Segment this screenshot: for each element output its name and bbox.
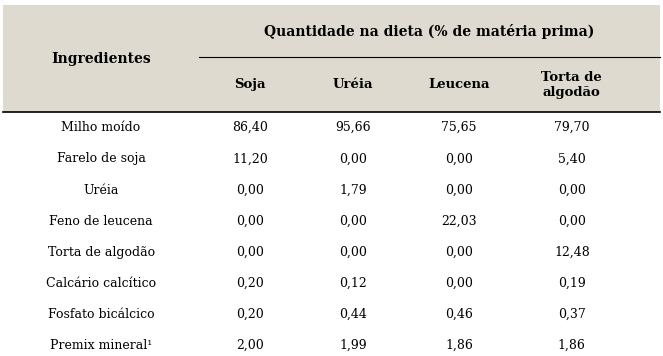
Text: 0,00: 0,00	[445, 246, 473, 259]
Text: 1,86: 1,86	[445, 339, 473, 352]
Text: 0,37: 0,37	[558, 308, 585, 321]
Text: Soja: Soja	[235, 78, 266, 91]
Text: Premix mineral¹: Premix mineral¹	[50, 339, 152, 352]
Text: 2,00: 2,00	[237, 339, 264, 352]
Text: Uréia: Uréia	[333, 78, 373, 91]
Text: 0,00: 0,00	[236, 215, 265, 228]
Text: 0,44: 0,44	[339, 308, 367, 321]
Text: 5,40: 5,40	[558, 152, 585, 166]
Text: 79,70: 79,70	[554, 121, 589, 134]
Text: 0,00: 0,00	[558, 183, 586, 197]
Text: 86,40: 86,40	[232, 121, 269, 134]
Text: 0,00: 0,00	[445, 277, 473, 290]
Text: 0,00: 0,00	[339, 215, 367, 228]
Text: Quantidade na dieta (% de matéria prima): Quantidade na dieta (% de matéria prima)	[264, 23, 595, 39]
Text: Torta de algodão: Torta de algodão	[48, 246, 154, 259]
Text: 0,00: 0,00	[339, 246, 367, 259]
Text: 1,86: 1,86	[558, 339, 586, 352]
Text: Fosfato bicálcico: Fosfato bicálcico	[48, 308, 154, 321]
Text: 0,12: 0,12	[339, 277, 367, 290]
Text: 22,03: 22,03	[442, 215, 477, 228]
Text: 0,00: 0,00	[236, 183, 265, 197]
Text: 95,66: 95,66	[335, 121, 371, 134]
Text: 0,00: 0,00	[445, 152, 473, 166]
Text: 75,65: 75,65	[442, 121, 477, 134]
Text: 0,20: 0,20	[237, 277, 264, 290]
Text: Torta de
algodão: Torta de algodão	[542, 70, 602, 99]
Text: Leucena: Leucena	[428, 78, 490, 91]
Text: 0,19: 0,19	[558, 277, 585, 290]
Text: 0,00: 0,00	[236, 246, 265, 259]
Text: 0,00: 0,00	[558, 215, 586, 228]
Text: 1,79: 1,79	[339, 183, 367, 197]
Text: Feno de leucena: Feno de leucena	[49, 215, 153, 228]
Text: 11,20: 11,20	[233, 152, 268, 166]
Text: Calcário calcítico: Calcário calcítico	[46, 277, 156, 290]
Text: 0,46: 0,46	[445, 308, 473, 321]
Text: 0,00: 0,00	[445, 183, 473, 197]
Text: Milho moído: Milho moído	[62, 121, 141, 134]
Text: 1,99: 1,99	[339, 339, 367, 352]
Text: Ingredientes: Ingredientes	[51, 52, 151, 66]
Text: 12,48: 12,48	[554, 246, 589, 259]
Text: 0,20: 0,20	[237, 308, 264, 321]
Text: 0,00: 0,00	[339, 152, 367, 166]
Text: Uréia: Uréia	[84, 183, 119, 197]
Text: Farelo de soja: Farelo de soja	[56, 152, 146, 166]
